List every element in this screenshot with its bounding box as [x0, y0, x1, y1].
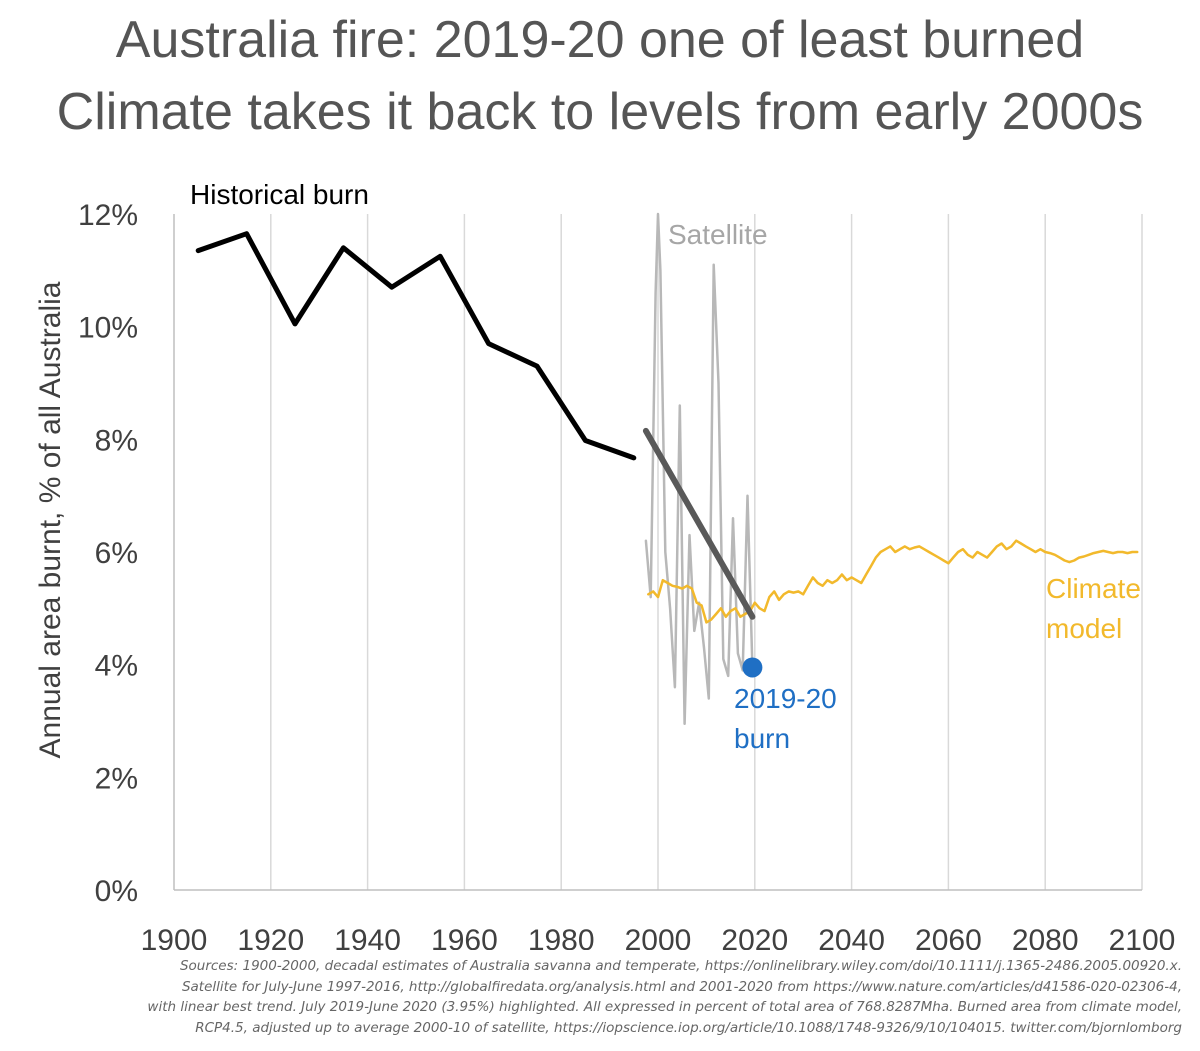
- source-line-1: Sources: 1900-2000, decadal estimates of…: [179, 958, 1182, 974]
- x-tick-2040: 2040: [818, 924, 885, 950]
- annotation-burn: burn: [734, 723, 790, 754]
- series-satellite: [644, 212, 754, 726]
- x-tick-2020: 2020: [721, 924, 788, 950]
- series-climate-model: [647, 539, 1139, 624]
- annotation-2019-20: 2019-20: [734, 683, 837, 714]
- y-tick-0: 0%: [95, 875, 138, 908]
- series-layer: [195, 212, 1139, 726]
- series-historical-burn: [195, 231, 637, 461]
- y-axis-label: Annual area burnt, % of all Australia: [34, 281, 67, 758]
- annotations: Historical burn Satellite Climate model 2019…: [190, 179, 1141, 754]
- annotation-climate: Climate: [1046, 573, 1141, 604]
- x-tick-1900: 1900: [141, 924, 208, 950]
- highlight-2019-20-point: [742, 657, 763, 678]
- x-tick-2060: 2060: [915, 924, 982, 950]
- y-tick-6: 6%: [95, 537, 138, 570]
- x-tick-2080: 2080: [1012, 924, 1079, 950]
- axes: 1900 1920 1940 1960 1980 2000 2020 2040 2060 2080…: [78, 199, 1175, 950]
- x-tick-1960: 1960: [431, 924, 498, 950]
- annotation-model: model: [1046, 613, 1122, 644]
- fire-chart: 1900 1920 1940 1960 1980 2000 2020 2040 2060 2080…: [34, 179, 1175, 950]
- y-tick-10: 10%: [78, 312, 138, 345]
- source-line-2: Satellite for July-June 1997-2016, http:…: [181, 978, 1182, 995]
- y-tick-8: 8%: [95, 424, 138, 457]
- x-tick-2100: 2100: [1109, 924, 1176, 950]
- series-trend: [642, 427, 756, 620]
- y-tick-2: 2%: [95, 762, 138, 795]
- x-tick-1940: 1940: [334, 924, 401, 950]
- x-tick-1920: 1920: [237, 924, 304, 950]
- x-tick-2000: 2000: [625, 924, 692, 950]
- y-tick-4: 4%: [95, 650, 138, 683]
- chart-title-line-2: Climate takes it back to levels from ear…: [56, 83, 1144, 141]
- source-line-3: with linear best trend. July 2019-June 2…: [147, 999, 1182, 1015]
- sources-note: Sources: 1900-2000, decadal estimates of…: [10, 956, 1182, 1038]
- x-tick-1980: 1980: [528, 924, 595, 950]
- annotation-historical-burn: Historical burn: [190, 179, 369, 210]
- chart-title-line-1: Australia fire: 2019-20 one of least bur…: [115, 11, 1085, 69]
- source-line-4: RCP4.5, adjusted up to average 2000-10 o…: [195, 1019, 1182, 1036]
- annotation-satellite: Satellite: [668, 219, 768, 250]
- grid-lines: [270, 214, 1143, 890]
- y-tick-12: 12%: [78, 199, 138, 232]
